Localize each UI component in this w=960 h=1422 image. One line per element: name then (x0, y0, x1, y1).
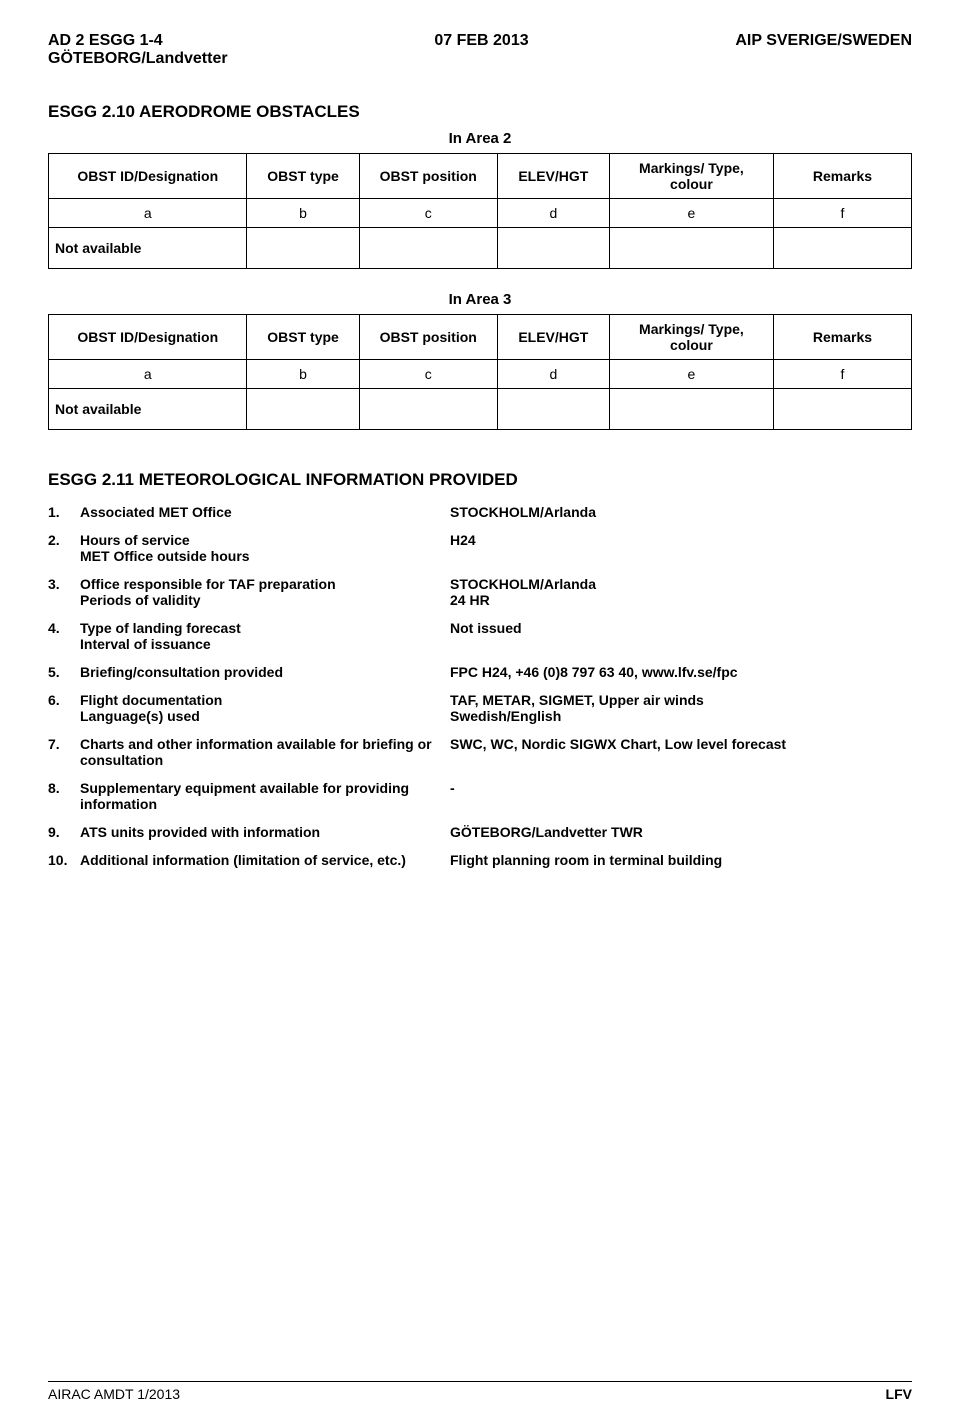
item-number: 4. (48, 620, 80, 652)
list-item: 6. Flight documentationLanguage(s) used … (48, 692, 912, 724)
col-a-header: OBST ID/Designation (49, 315, 247, 360)
met-info-list: 1. Associated MET Office STOCKHOLM/Arlan… (48, 504, 912, 868)
item-value: STOCKHOLM/Arlanda24 HR (450, 576, 912, 608)
col-c-letter: c (359, 360, 497, 389)
footer-left: AIRAC AMDT 1/2013 (48, 1386, 180, 1402)
item-number: 1. (48, 504, 80, 520)
list-item: 5. Briefing/consultation provided FPC H2… (48, 664, 912, 680)
item-value: TAF, METAR, SIGMET, Upper air windsSwedi… (450, 692, 912, 724)
area2-table: OBST ID/Designation OBST type OBST posit… (48, 153, 912, 269)
col-e-header: Markings/ Type, colour (609, 154, 773, 199)
col-a-letter: a (49, 360, 247, 389)
empty-cell (497, 389, 609, 430)
col-b-letter: b (247, 199, 359, 228)
section-211-title: ESGG 2.11 METEOROLOGICAL INFORMATION PRO… (48, 470, 912, 490)
empty-cell (497, 228, 609, 269)
item-number: 2. (48, 532, 80, 564)
item-value: Not issued (450, 620, 912, 652)
not-available-cell: Not available (49, 228, 247, 269)
item-label: Supplementary equipment available for pr… (80, 780, 450, 812)
area3-label: In Area 3 (48, 291, 912, 308)
item-number: 9. (48, 824, 80, 840)
item-label: Hours of serviceMET Office outside hours (80, 532, 450, 564)
header-right: AIP SVERIGE/SWEDEN (735, 32, 912, 68)
empty-cell (773, 228, 911, 269)
list-item: 4. Type of landing forecastInterval of i… (48, 620, 912, 652)
item-number: 10. (48, 852, 80, 868)
table-letter-row: a b c d e f (49, 199, 912, 228)
empty-cell (247, 228, 359, 269)
col-f-letter: f (773, 360, 911, 389)
footer-right: LFV (886, 1386, 912, 1402)
empty-cell (609, 389, 773, 430)
col-e-letter: e (609, 199, 773, 228)
item-number: 7. (48, 736, 80, 768)
item-value: GÖTEBORG/Landvetter TWR (450, 824, 912, 840)
item-label: Type of landing forecastInterval of issu… (80, 620, 450, 652)
col-d-header: ELEV/HGT (497, 315, 609, 360)
list-item: 2. Hours of serviceMET Office outside ho… (48, 532, 912, 564)
table-letter-row: a b c d e f (49, 360, 912, 389)
item-label: Briefing/consultation provided (80, 664, 450, 680)
item-number: 8. (48, 780, 80, 812)
page: AD 2 ESGG 1-4 GÖTEBORG/Landvetter 07 FEB… (0, 0, 960, 1422)
table-header-row: OBST ID/Designation OBST type OBST posit… (49, 154, 912, 199)
item-value: Flight planning room in terminal buildin… (450, 852, 912, 868)
list-item: 3. Office responsible for TAF preparatio… (48, 576, 912, 608)
page-header: AD 2 ESGG 1-4 GÖTEBORG/Landvetter 07 FEB… (48, 32, 912, 68)
col-b-header: OBST type (247, 154, 359, 199)
area2-label: In Area 2 (48, 130, 912, 147)
col-c-header: OBST position (359, 315, 497, 360)
item-label: Additional information (limitation of se… (80, 852, 450, 868)
col-b-letter: b (247, 360, 359, 389)
col-f-header: Remarks (773, 154, 911, 199)
col-d-header: ELEV/HGT (497, 154, 609, 199)
page-footer: AIRAC AMDT 1/2013 LFV (48, 1381, 912, 1402)
header-left-line2: GÖTEBORG/Landvetter (48, 50, 228, 68)
item-number: 6. (48, 692, 80, 724)
area3-table: OBST ID/Designation OBST type OBST posit… (48, 314, 912, 430)
empty-cell (359, 389, 497, 430)
list-item: 1. Associated MET Office STOCKHOLM/Arlan… (48, 504, 912, 520)
item-value: H24 (450, 532, 912, 564)
item-value: FPC H24, +46 (0)8 797 63 40, www.lfv.se/… (450, 664, 912, 680)
empty-cell (609, 228, 773, 269)
col-f-letter: f (773, 199, 911, 228)
col-e-letter: e (609, 360, 773, 389)
item-number: 3. (48, 576, 80, 608)
col-c-header: OBST position (359, 154, 497, 199)
item-number: 5. (48, 664, 80, 680)
table-row: Not available (49, 389, 912, 430)
col-a-header: OBST ID/Designation (49, 154, 247, 199)
empty-cell (773, 389, 911, 430)
item-label: Charts and other information available f… (80, 736, 450, 768)
col-b-header: OBST type (247, 315, 359, 360)
col-c-letter: c (359, 199, 497, 228)
empty-cell (247, 389, 359, 430)
col-d-letter: d (497, 360, 609, 389)
table-header-row: OBST ID/Designation OBST type OBST posit… (49, 315, 912, 360)
col-d-letter: d (497, 199, 609, 228)
section-210-title: ESGG 2.10 AERODROME OBSTACLES (48, 102, 912, 122)
list-item: 8. Supplementary equipment available for… (48, 780, 912, 812)
item-label: Flight documentationLanguage(s) used (80, 692, 450, 724)
item-value: - (450, 780, 912, 812)
header-center: 07 FEB 2013 (228, 32, 736, 68)
item-label: Associated MET Office (80, 504, 450, 520)
item-label: ATS units provided with information (80, 824, 450, 840)
col-e-header: Markings/ Type, colour (609, 315, 773, 360)
header-left: AD 2 ESGG 1-4 GÖTEBORG/Landvetter (48, 32, 228, 68)
col-f-header: Remarks (773, 315, 911, 360)
table-row: Not available (49, 228, 912, 269)
list-item: 9. ATS units provided with information G… (48, 824, 912, 840)
list-item: 7. Charts and other information availabl… (48, 736, 912, 768)
empty-cell (359, 228, 497, 269)
item-value: STOCKHOLM/Arlanda (450, 504, 912, 520)
header-left-line1: AD 2 ESGG 1-4 (48, 32, 228, 50)
item-value: SWC, WC, Nordic SIGWX Chart, Low level f… (450, 736, 912, 768)
item-label: Office responsible for TAF preparationPe… (80, 576, 450, 608)
list-item: 10. Additional information (limitation o… (48, 852, 912, 868)
col-a-letter: a (49, 199, 247, 228)
not-available-cell: Not available (49, 389, 247, 430)
